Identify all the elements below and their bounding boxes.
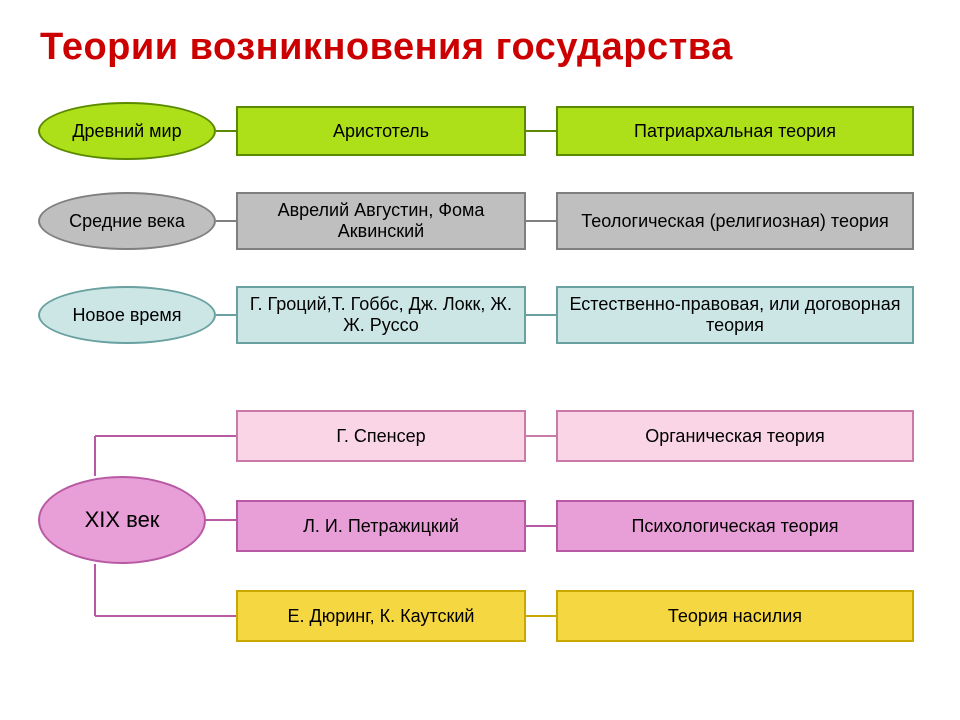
author-label: Г. Гроций,Т. Гоббс, Дж. Локк, Ж. Ж. Русс… — [244, 294, 518, 335]
theory-label: Теологическая (религиозная) теория — [581, 211, 889, 232]
era-label: XIX век — [85, 507, 160, 532]
era-ellipse-ancient: Древний мир — [38, 102, 216, 160]
era-label: Новое время — [72, 305, 181, 326]
page-title: Теории возникновения государства — [40, 26, 733, 69]
era-label: Древний мир — [72, 121, 181, 142]
author-label: Г. Спенсер — [336, 426, 425, 447]
theory-box-xix3: Теория насилия — [556, 590, 914, 642]
author-box-row3: Г. Гроций,Т. Гоббс, Дж. Локк, Ж. Ж. Русс… — [236, 286, 526, 344]
theory-box-xix2: Психологическая теория — [556, 500, 914, 552]
theory-box-row1: Патриархальная теория — [556, 106, 914, 156]
theory-label: Патриархальная теория — [634, 121, 836, 142]
era-ellipse-middle: Средние века — [38, 192, 216, 250]
author-label: Л. И. Петражицкий — [303, 516, 459, 537]
author-box-row2: Аврелий Августин, Фома Аквинский — [236, 192, 526, 250]
author-label: Аристотель — [333, 121, 429, 142]
era-label: Средние века — [69, 211, 185, 232]
theory-label: Теория насилия — [668, 606, 802, 627]
author-label: Е. Дюринг, К. Каутский — [288, 606, 475, 627]
era-ellipse-xix: XIX век — [38, 476, 206, 564]
theory-label: Психологическая теория — [631, 516, 838, 537]
theory-box-row2: Теологическая (религиозная) теория — [556, 192, 914, 250]
author-box-xix1: Г. Спенсер — [236, 410, 526, 462]
theory-box-row3: Естественно-правовая, или договорная тео… — [556, 286, 914, 344]
theory-box-xix1: Органическая теория — [556, 410, 914, 462]
theory-label: Органическая теория — [645, 426, 824, 447]
era-ellipse-modern: Новое время — [38, 286, 216, 344]
author-box-xix2: Л. И. Петражицкий — [236, 500, 526, 552]
author-box-xix3: Е. Дюринг, К. Каутский — [236, 590, 526, 642]
author-box-row1: Аристотель — [236, 106, 526, 156]
theory-label: Естественно-правовая, или договорная тео… — [564, 294, 906, 335]
author-label: Аврелий Августин, Фома Аквинский — [244, 200, 518, 241]
